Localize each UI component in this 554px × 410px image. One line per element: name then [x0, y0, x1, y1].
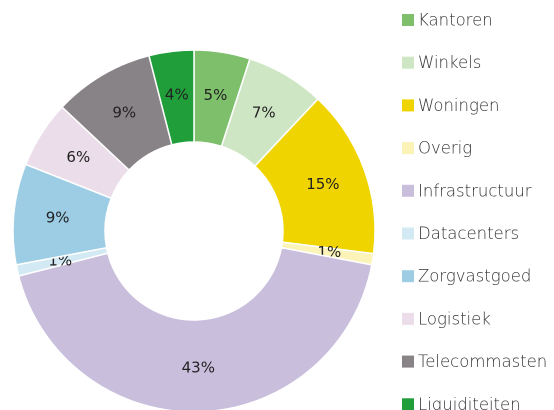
legend-swatch [402, 398, 414, 410]
legend-swatch [402, 227, 414, 240]
legend-label: Zorgvastgoed [418, 267, 531, 286]
legend-swatch [402, 355, 414, 368]
legend-label: Datacenters [418, 224, 519, 243]
legend-label: Logistiek [418, 309, 491, 328]
data-label: 5% [204, 86, 228, 104]
legend-swatch [402, 184, 414, 197]
data-label: 9% [46, 209, 70, 227]
donut-slice [148, 49, 195, 146]
legend-label: Liquiditeiten [418, 395, 521, 410]
donut-slice [17, 246, 373, 410]
legend-swatch [402, 142, 414, 155]
legend-label: Infrastructuur [418, 181, 532, 200]
data-label: 9% [112, 104, 136, 122]
data-label: 4% [165, 86, 189, 104]
legend-swatch [402, 14, 414, 26]
legend-label: Winkels [418, 53, 481, 72]
legend-label: Kantoren [418, 11, 493, 30]
data-label: 43% [182, 358, 215, 376]
data-label: 6% [66, 148, 90, 166]
data-label: 15% [306, 175, 339, 193]
legend-swatch [402, 270, 414, 283]
legend-swatch [402, 99, 414, 112]
legend-swatch [402, 312, 414, 325]
legend-swatch [402, 56, 414, 69]
legend-label: Woningen [418, 96, 499, 115]
data-label: 7% [252, 104, 276, 122]
legend-label: Telecommasten [418, 352, 547, 371]
legend-label: Overig [418, 139, 472, 158]
donut-slice [253, 97, 376, 255]
